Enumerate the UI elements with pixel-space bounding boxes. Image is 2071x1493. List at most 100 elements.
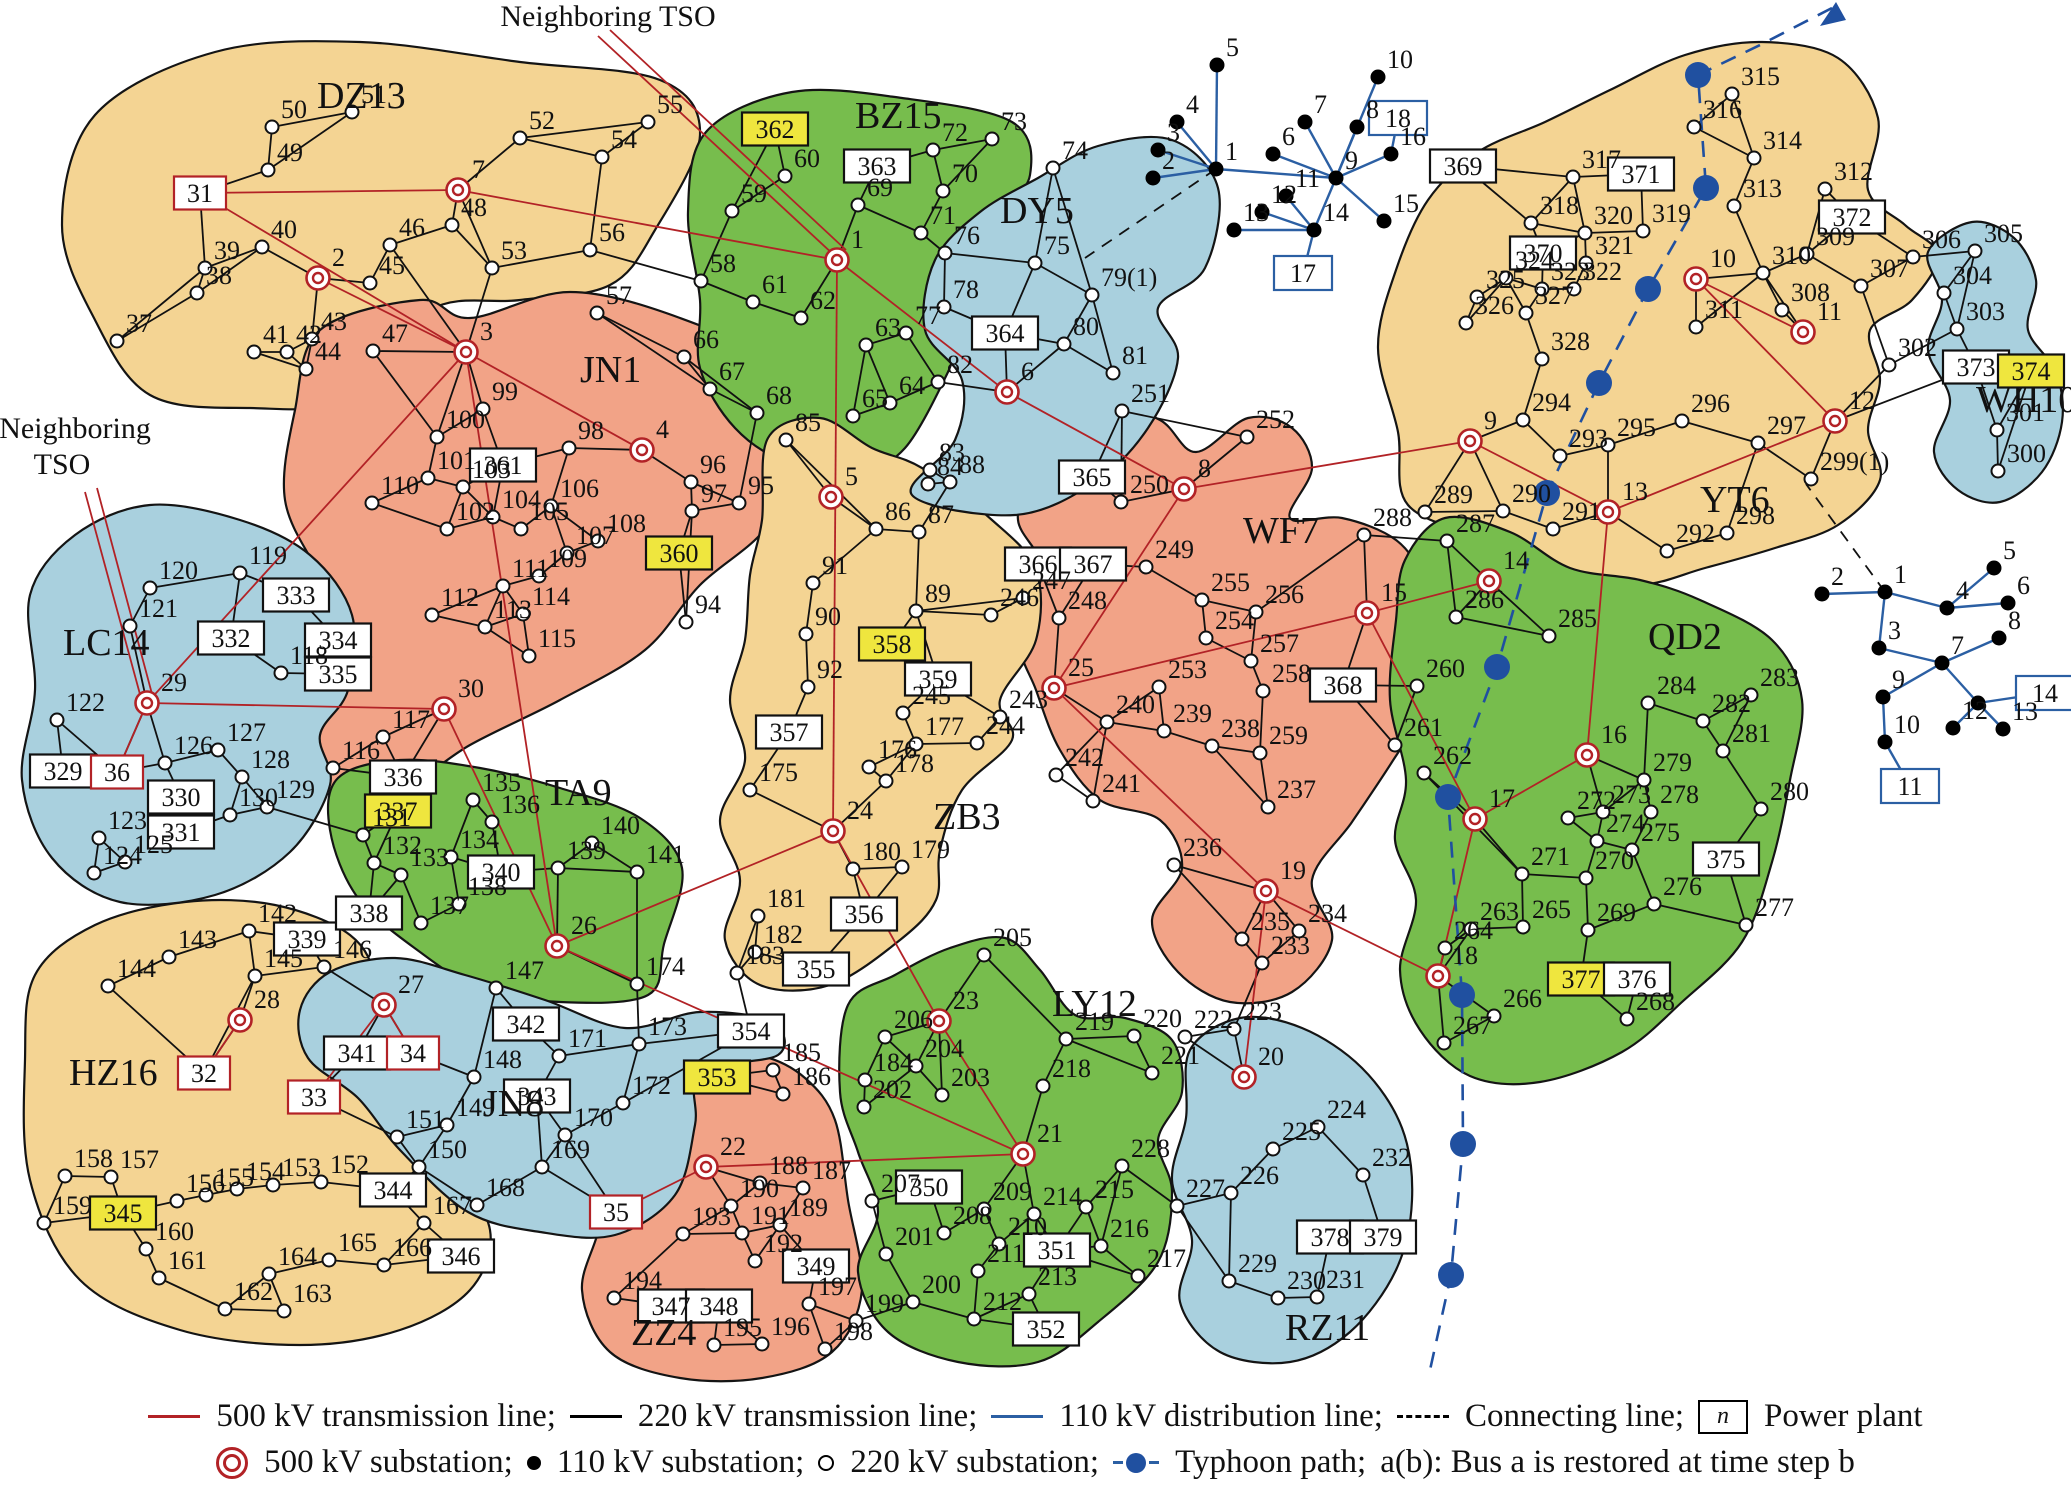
line-220kv <box>1176 1205 1230 1282</box>
BZ15-power-plant-label-362: 362 <box>756 115 795 144</box>
line-220kv <box>457 189 493 269</box>
TA9-substation-220kv-139 <box>550 860 566 876</box>
LY12-substation-220kv-184 <box>857 1072 873 1088</box>
JN1-bus-label-113: 113 <box>494 595 532 624</box>
line-220kv <box>1065 1038 1153 1074</box>
LY12-bus-label-23: 23 <box>953 986 979 1015</box>
distribution-feeder-b-substation-110kv-5 <box>1986 560 2002 576</box>
BZ15-bus-label-77: 77 <box>915 301 941 330</box>
WH10-bus-label-303: 303 <box>1966 297 2005 326</box>
JN1-bus-label-103: 103 <box>472 455 511 484</box>
line-220kv <box>1184 1028 1235 1038</box>
YT6-substation-220kv-291 <box>1545 521 1561 537</box>
WF7-bus-label-258: 258 <box>1272 659 1311 688</box>
LC14-power-plant-36 <box>89 754 145 790</box>
YT6-substation-220kv-310 <box>1755 265 1771 281</box>
DY5-bus-label-74: 74 <box>1062 136 1088 165</box>
QD2-bus-label-287: 287 <box>1456 509 1495 538</box>
line-220kv <box>1228 1280 1279 1299</box>
BZ15-power-plant-363 <box>842 148 912 184</box>
ZB3-bus-label-177: 177 <box>925 712 964 741</box>
LY12-power-plant-351 <box>1022 1232 1092 1268</box>
distribution-feeder-b-substation-110kv-7 <box>1934 655 1950 671</box>
QD2-bus-label-267: 267 <box>1453 1011 1492 1040</box>
line-220kv <box>1726 442 1759 534</box>
line-220kv <box>636 983 640 1045</box>
BZ15-substation-220kv-59 <box>724 203 740 219</box>
JN1-bus-label-107: 107 <box>576 521 615 550</box>
line-220kv <box>1521 873 1524 928</box>
LY12-bus-label-213: 213 <box>1038 1262 1077 1291</box>
LY12-bus-label-201: 201 <box>895 1222 934 1251</box>
distribution-feeder-a-bus-label-14: 14 <box>1323 198 1349 227</box>
ZZ4-bus-label-197: 197 <box>818 1272 857 1301</box>
BZ15-substation-220kv-63 <box>858 337 874 353</box>
line-220kv <box>1722 750 1762 810</box>
line-220kv <box>1261 930 1300 964</box>
RZ11-substation-220kv-222 <box>1177 1029 1193 1045</box>
DZ13-bus-label-42: 42 <box>296 320 322 349</box>
YT6-bus-label-295: 295 <box>1617 413 1656 442</box>
distribution-feeder-b-substation-110kv-12 <box>1945 720 1961 736</box>
QD2-bus-label-271: 271 <box>1531 842 1570 871</box>
zone-label-ZB3: ZB3 <box>933 796 1001 838</box>
typhoon-position-dot <box>1435 784 1461 810</box>
JN8-power-plant-label-33: 33 <box>301 1083 327 1112</box>
HZ16-substation-220kv-163 <box>276 1303 292 1319</box>
line-220kv <box>1272 1126 1319 1150</box>
JN8-power-plant-label-34: 34 <box>400 1039 426 1068</box>
ZB3-substation-220kv-178 <box>878 773 894 789</box>
JN1-bus-label-116: 116 <box>342 736 380 765</box>
distribution-feeder-b-power-plant-14 <box>2014 674 2071 712</box>
distribution-feeder-a-substation-110kv-6 <box>1265 146 1281 162</box>
WF7-substation-220kv-242 <box>1048 767 1064 783</box>
LY12-substation-220kv-216 <box>1093 1238 1109 1254</box>
line-220kv <box>107 956 170 987</box>
line-220kv <box>1530 176 1574 224</box>
YT6-substation-220kv-314 <box>1746 150 1762 166</box>
legend-text-1-1: 110 kV substation; <box>556 1444 805 1480</box>
line-500kv <box>1695 278 1836 422</box>
line-220kv <box>863 1065 917 1108</box>
line-220kv <box>983 954 1067 1040</box>
BZ15-bus-label-64: 64 <box>899 371 925 400</box>
neighboring-tso-left-label-2: TSO <box>34 448 91 481</box>
RZ11-substation-220kv-225 <box>1265 1141 1281 1157</box>
HZ16-bus-label-142: 142 <box>258 899 297 928</box>
QD2-bus-label-286: 286 <box>1465 585 1504 614</box>
TA9-bus-label-141: 141 <box>646 840 685 869</box>
YT6-bus-label-324: 324 <box>1515 246 1554 275</box>
YT6-bus-label-292: 292 <box>1676 519 1715 548</box>
line-220kv <box>224 1273 270 1310</box>
line-220kv <box>1394 685 1418 746</box>
line-220kv <box>1585 877 1589 931</box>
JN1-power-plant-336 <box>368 759 438 795</box>
line-220kv <box>129 625 148 704</box>
distribution-feeder-a-substation-110kv-11 <box>1278 188 1294 204</box>
DZ13-bus-label-56: 56 <box>599 218 625 247</box>
line-220kv <box>1572 176 1586 234</box>
LY12-substation-220kv-220 <box>1126 1028 1142 1044</box>
QD2-substation-220kv-286 <box>1448 609 1464 625</box>
LC14-bus-label-119: 119 <box>249 541 287 570</box>
RZ11-power-plant-label-379: 379 <box>1364 1223 1403 1252</box>
QD2-bus-label-265: 265 <box>1532 895 1571 924</box>
ZB3-substation-220kv-90 <box>798 626 814 642</box>
QD2-bus-label-269: 269 <box>1597 898 1636 927</box>
zone-label-DZ13: DZ13 <box>317 75 406 117</box>
TA9-power-plant-label-338: 338 <box>350 899 389 928</box>
line-220kv <box>731 175 786 212</box>
QD2-substation-220kv-276 <box>1646 896 1662 912</box>
HZ16-power-plant-346 <box>426 1238 496 1274</box>
LC14-bus-label-126: 126 <box>174 731 213 760</box>
HZ16-substation-220kv-161 <box>151 1270 167 1286</box>
JN8-substation-220kv-150 <box>411 1159 427 1175</box>
JN1-bus-label-96: 96 <box>700 450 726 479</box>
WF7-bus-label-260: 260 <box>1426 654 1465 683</box>
JN8-substation-220kv-148 <box>466 1069 482 1085</box>
LC14-power-plant-label-334: 334 <box>319 626 358 655</box>
BZ15-substation-220kv-58 <box>693 273 709 289</box>
RZ11-substation-220kv-224 <box>1310 1119 1326 1135</box>
QD2-substation-220kv-278 <box>1643 804 1659 820</box>
line-500kv <box>832 259 838 832</box>
